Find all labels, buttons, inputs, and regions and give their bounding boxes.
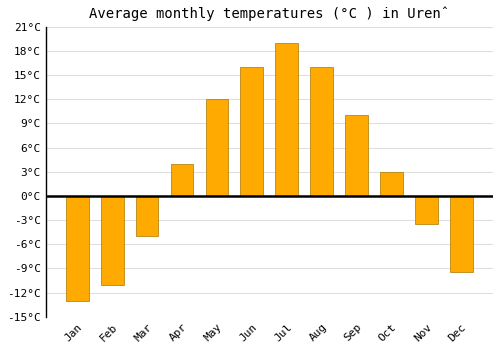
Bar [380,172,403,196]
Bar [240,67,263,196]
Bar [206,99,229,196]
Title: Average monthly temperatures (°C ) in Uren̂: Average monthly temperatures (°C ) in Ur… [89,7,450,21]
Bar [136,196,158,236]
Bar [310,67,333,196]
Bar [170,164,194,196]
Bar [450,196,472,273]
Bar [276,43,298,196]
Bar [101,196,124,285]
Bar [66,196,88,301]
Bar [415,196,438,224]
Bar [346,116,368,196]
